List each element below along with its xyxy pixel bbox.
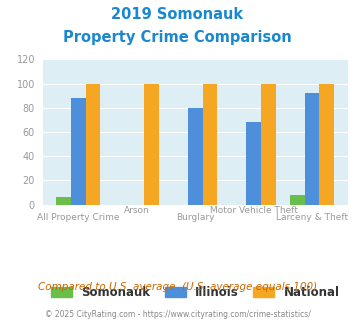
- Text: Arson: Arson: [124, 206, 150, 215]
- Text: Motor Vehicle Theft: Motor Vehicle Theft: [210, 206, 298, 215]
- Bar: [71, 98, 86, 205]
- Text: 2019 Somonauk: 2019 Somonauk: [111, 7, 244, 21]
- Bar: [246, 122, 261, 205]
- Text: © 2025 CityRating.com - https://www.cityrating.com/crime-statistics/: © 2025 CityRating.com - https://www.city…: [45, 310, 310, 319]
- Bar: [56, 197, 71, 205]
- Bar: [290, 195, 305, 205]
- Text: Burglary: Burglary: [176, 213, 214, 222]
- Text: All Property Crime: All Property Crime: [37, 213, 120, 222]
- Bar: [261, 83, 275, 205]
- Text: Larceny & Theft: Larceny & Theft: [276, 213, 348, 222]
- Text: Compared to U.S. average. (U.S. average equals 100): Compared to U.S. average. (U.S. average …: [38, 282, 317, 292]
- Bar: [305, 93, 320, 205]
- Text: Property Crime Comparison: Property Crime Comparison: [63, 30, 292, 45]
- Legend: Somonauk, Illinois, National: Somonauk, Illinois, National: [51, 286, 340, 299]
- Bar: [144, 83, 159, 205]
- Bar: [188, 108, 203, 205]
- Bar: [320, 83, 334, 205]
- Bar: [86, 83, 100, 205]
- Bar: [203, 83, 217, 205]
